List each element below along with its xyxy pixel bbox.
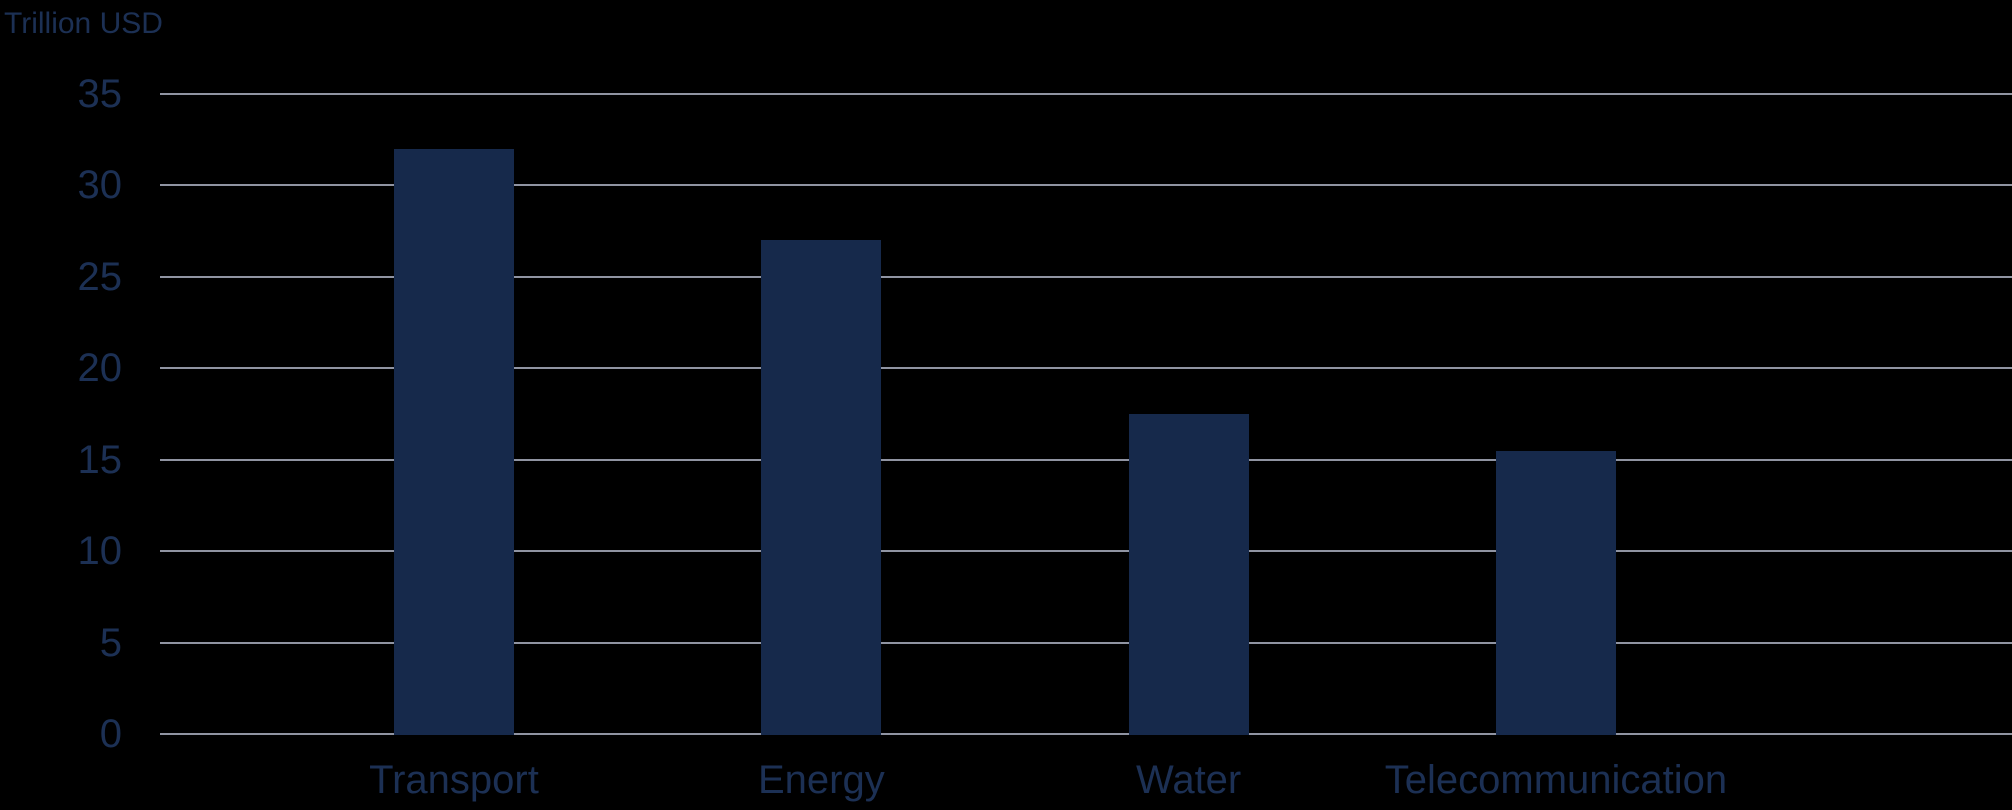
gridline (160, 93, 2012, 95)
gridline (160, 275, 2012, 278)
y-tick-label: 10 (77, 529, 123, 574)
y-tick-label: 35 (77, 72, 123, 116)
x-category-label: Energy (757, 758, 885, 802)
y-tick-label: 25 (77, 254, 123, 299)
x-category-label: Water (1136, 758, 1242, 802)
y-tick-label: 5 (99, 620, 122, 665)
bar-transport (394, 148, 514, 735)
gridline (160, 367, 2012, 370)
bar-energy (761, 240, 882, 735)
bar-telecommunication (1495, 450, 1616, 735)
gridline (160, 641, 2012, 644)
y-tick-label: 0 (99, 712, 122, 756)
gridline (160, 184, 2012, 187)
y-tick-label: 15 (77, 437, 123, 482)
x-category-label: Telecommunication (1384, 758, 1728, 802)
x-category-label: Transport (369, 758, 539, 802)
y-axis-unit-label: Trillion USD (4, 7, 163, 40)
bar-water (1128, 414, 1249, 735)
y-tick-label: 20 (77, 346, 123, 391)
gridline (160, 733, 2012, 735)
gridline (160, 458, 2012, 461)
gridline (160, 550, 2012, 553)
y-tick-label: 30 (77, 163, 123, 208)
